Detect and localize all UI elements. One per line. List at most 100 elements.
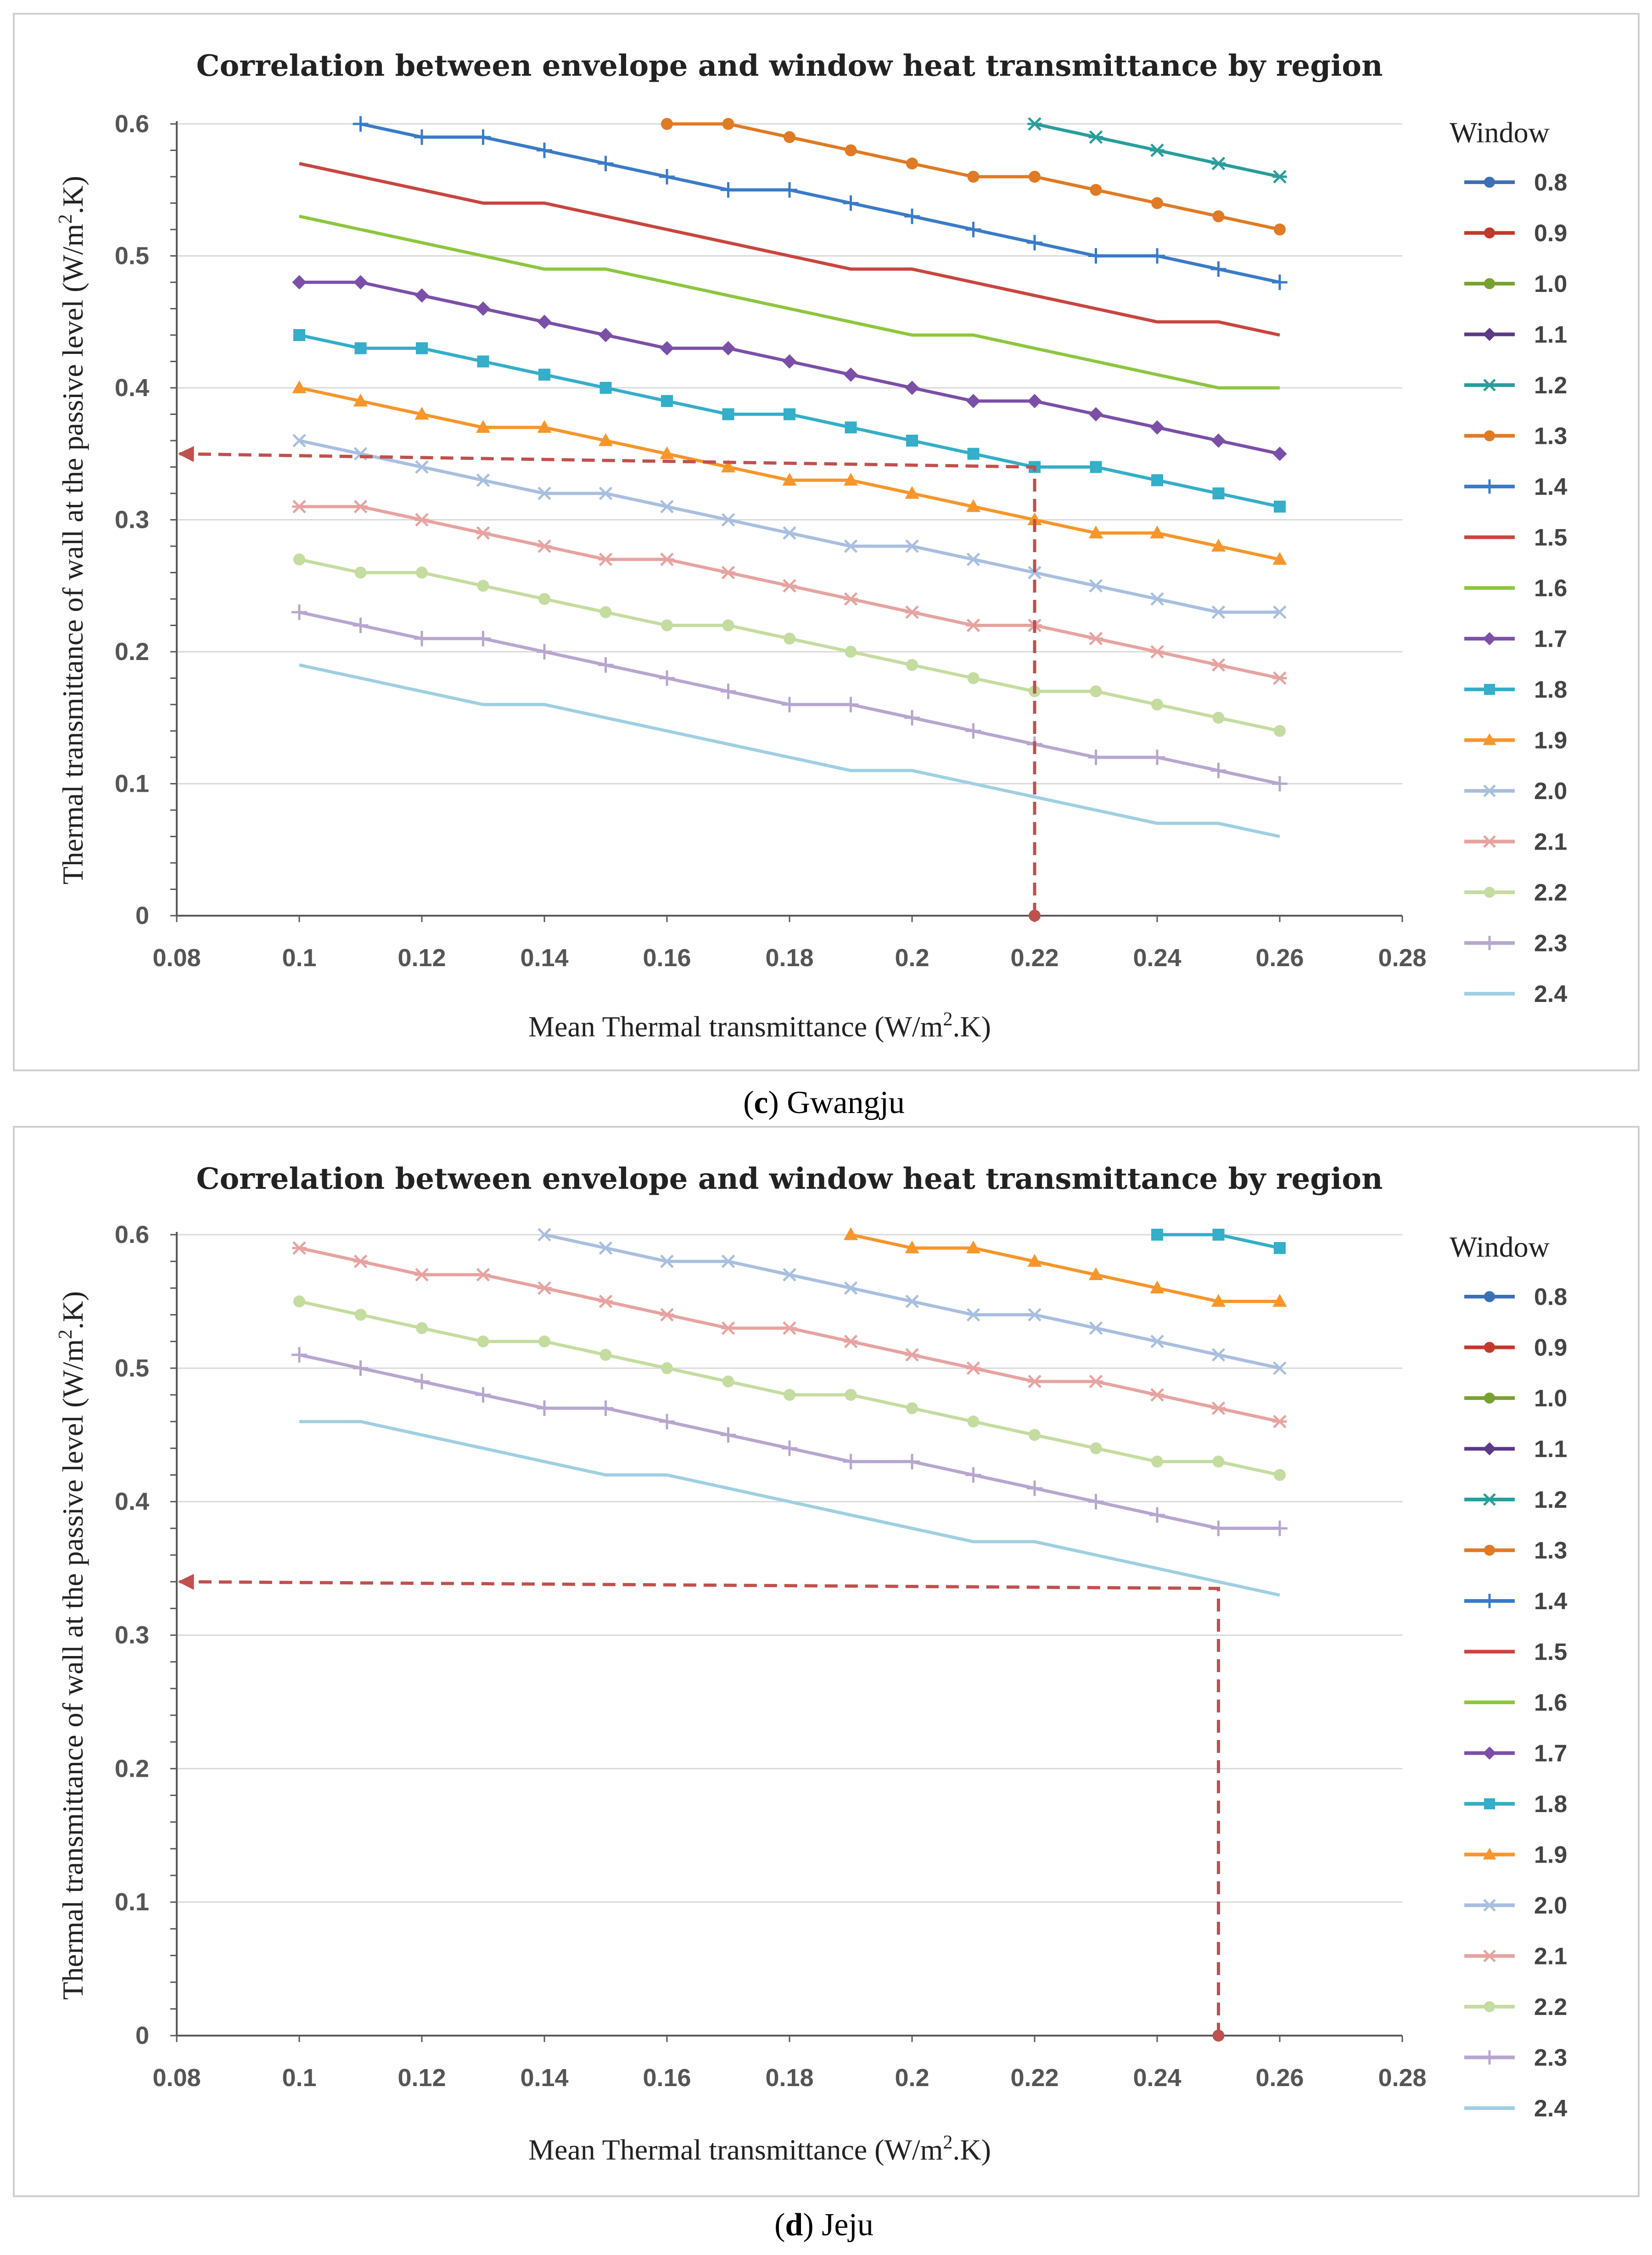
chart-title: Correlation between envelope and window … [196, 49, 1383, 83]
legend-label: 1.2 [1534, 1487, 1567, 1513]
series-line-1.5 [299, 162, 1280, 337]
data-point [1028, 565, 1042, 580]
data-point [537, 539, 552, 553]
data-point [1090, 1442, 1102, 1455]
data-point [905, 380, 919, 395]
y-axis-label: Thermal transmittance of wall at the pas… [55, 1291, 89, 2000]
data-point [1272, 170, 1287, 184]
x-tick-label: 0.16 [643, 2064, 691, 2092]
data-point [661, 395, 673, 407]
data-point [1272, 1520, 1288, 1536]
data-point [354, 566, 367, 579]
data-point [1212, 711, 1225, 724]
legend-label: 1.8 [1534, 677, 1567, 703]
data-point [1151, 474, 1163, 487]
data-point [1212, 1229, 1225, 1241]
data-point [722, 1375, 734, 1388]
data-point [477, 580, 489, 592]
data-point [1482, 935, 1497, 951]
legend-label: 2.3 [1534, 2045, 1567, 2071]
data-point [782, 354, 797, 369]
data-point [1484, 1798, 1495, 1809]
data-point [720, 1427, 736, 1443]
data-point [965, 222, 981, 237]
data-point [1027, 1253, 1042, 1267]
data-point [659, 169, 675, 185]
y-tick-label: 0.2 [115, 1755, 149, 1782]
data-point [598, 1400, 614, 1416]
data-point [416, 566, 428, 579]
data-point [1484, 887, 1495, 898]
data-point [414, 631, 430, 647]
data-point [1484, 430, 1495, 442]
data-point [1210, 1520, 1226, 1536]
x-tick-label: 0.1 [282, 944, 316, 972]
data-point [416, 342, 428, 354]
legend-label: 1.3 [1534, 423, 1567, 450]
legend-label: 1.0 [1534, 1385, 1567, 1412]
data-point [598, 552, 613, 566]
x-tick-label: 0.22 [1010, 944, 1058, 972]
data-point [599, 606, 612, 618]
x-tick-label: 0.26 [1255, 944, 1304, 972]
legend-label: 1.4 [1534, 474, 1567, 500]
data-point [1089, 1321, 1103, 1335]
data-point [353, 1254, 368, 1268]
data-point [475, 1387, 491, 1403]
legend-label: 0.9 [1534, 220, 1567, 247]
data-point [538, 1335, 550, 1348]
data-point [354, 342, 367, 354]
data-point [1272, 1294, 1287, 1307]
data-point [292, 275, 307, 290]
data-point [661, 1362, 673, 1374]
data-point [1211, 538, 1226, 552]
data-point [905, 1240, 919, 1253]
data-point [1483, 328, 1496, 341]
series-line-1.9 [850, 1233, 1280, 1303]
data-point [538, 1228, 551, 1242]
data-point [782, 1321, 797, 1335]
data-point [1274, 224, 1286, 235]
data-point [1089, 579, 1103, 593]
legend-label: 2.2 [1534, 1994, 1567, 2020]
data-point [660, 341, 674, 356]
data-point [906, 659, 918, 671]
y-axis-label: Thermal transmittance of wall at the pas… [55, 176, 89, 884]
data-point [1150, 526, 1165, 538]
data-point [414, 1374, 430, 1389]
data-point [660, 499, 674, 514]
y-tick-label: 0.6 [115, 110, 149, 138]
data-point [782, 473, 797, 486]
x-tick-label: 0.18 [765, 2064, 813, 2092]
x-tick-label: 0.24 [1133, 2064, 1181, 2092]
plot-area: 0.08 0.1 0.12 0.14 0.16 0.18 0.2 0.22 0.24 0.26 0.… [115, 110, 1567, 1007]
data-point [722, 408, 734, 420]
data-point [1274, 500, 1286, 513]
data-point [353, 275, 368, 290]
data-point [1088, 750, 1104, 765]
x-tick-label: 0.1 [282, 2064, 316, 2092]
data-point [599, 1349, 612, 1361]
data-point [598, 328, 613, 342]
legend-label: 2.4 [1534, 2095, 1567, 2122]
data-point [538, 369, 550, 381]
data-point [906, 1402, 918, 1415]
data-point [843, 367, 858, 382]
data-point [1027, 394, 1042, 408]
data-point [1210, 261, 1226, 277]
data-point [1151, 197, 1163, 209]
panel-d: Correlation between envelope and window … [13, 1126, 1640, 2197]
data-point [1027, 117, 1042, 131]
legend-label: 1.6 [1534, 1690, 1567, 1716]
legend-label: 1.7 [1534, 1740, 1567, 1767]
data-point [660, 446, 674, 459]
data-point [1150, 1281, 1165, 1294]
data-point [1484, 684, 1495, 695]
data-point [782, 579, 797, 593]
annotation-point [1029, 910, 1041, 922]
x-tick-label: 0.2 [895, 944, 929, 972]
data-point [843, 473, 858, 486]
data-point [905, 486, 919, 499]
data-point [1484, 278, 1495, 289]
caption-c: (c) Gwangju [743, 1085, 905, 1120]
